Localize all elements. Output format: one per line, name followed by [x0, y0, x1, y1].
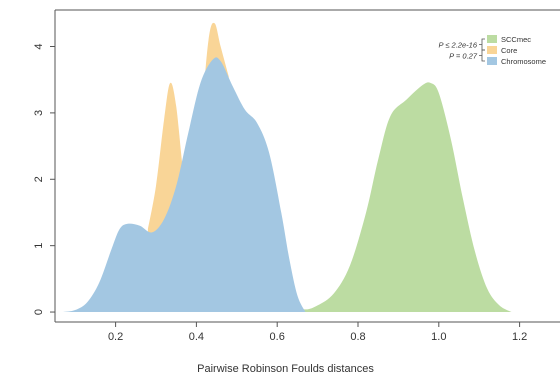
- axes: 0.2 0.4 0.6 0.8 1.0 1.2 0 1 2 3 4: [33, 9, 560, 343]
- x-axis-title: Pairwise Robinson Foulds distances: [197, 363, 374, 375]
- x-tick-label: 0.4: [189, 331, 204, 343]
- density-areas: [63, 22, 512, 313]
- x-tick-label: 0.6: [270, 331, 285, 343]
- y-tick-label: 0: [33, 309, 45, 315]
- y-tick-label: 2: [33, 176, 45, 182]
- significance-label: P = 0.27: [449, 52, 478, 61]
- legend: SCCmec Core Chromosome P ≤ 2.2e-16 P = 0.27: [439, 35, 546, 66]
- y-tick-label: 3: [33, 110, 45, 116]
- legend-label-chromosome: Chromosome: [501, 57, 546, 66]
- y-tick-label: 4: [33, 43, 45, 49]
- significance-label: P ≤ 2.2e-16: [439, 41, 478, 50]
- x-tick-label: 1.0: [431, 331, 446, 343]
- legend-label-sccmec: SCCmec: [501, 35, 531, 44]
- x-tick-label: 1.2: [512, 331, 527, 343]
- y-tick-label: 1: [33, 243, 45, 249]
- legend-label-core: Core: [501, 46, 517, 55]
- significance-bracket: [479, 49, 485, 62]
- legend-swatch-sccmec: [487, 35, 497, 43]
- legend-swatch-core: [487, 46, 497, 54]
- x-tick-label: 0.8: [350, 331, 365, 343]
- density-area-sccmec: [147, 82, 512, 313]
- legend-swatch-chromosome: [487, 57, 497, 65]
- density-area-chromosome: [63, 57, 306, 313]
- significance-bracket: [479, 38, 485, 51]
- x-tick-label: 0.2: [108, 331, 123, 343]
